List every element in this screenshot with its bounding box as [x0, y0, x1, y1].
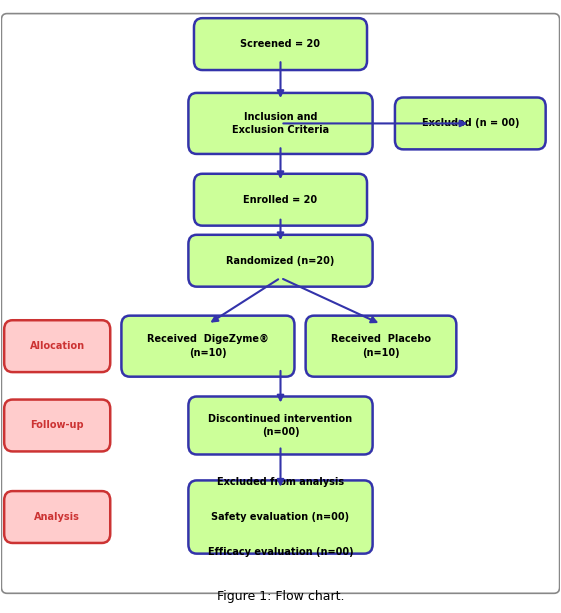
- Text: Enrolled = 20: Enrolled = 20: [243, 195, 318, 205]
- Text: Exclusion Criteria: Exclusion Criteria: [232, 125, 329, 135]
- Text: Excluded (n = 00): Excluded (n = 00): [421, 118, 519, 129]
- Text: Analysis: Analysis: [34, 512, 80, 522]
- FancyBboxPatch shape: [121, 316, 295, 376]
- FancyBboxPatch shape: [4, 400, 111, 451]
- FancyBboxPatch shape: [306, 316, 456, 376]
- Text: Discontinued intervention: Discontinued intervention: [209, 414, 352, 424]
- Text: Follow-up: Follow-up: [30, 421, 84, 430]
- Text: Figure 1: Flow chart.: Figure 1: Flow chart.: [217, 590, 344, 603]
- Text: Received  DigeZyme®: Received DigeZyme®: [147, 334, 269, 345]
- FancyBboxPatch shape: [188, 397, 373, 454]
- FancyBboxPatch shape: [194, 18, 367, 70]
- FancyBboxPatch shape: [395, 97, 546, 150]
- FancyBboxPatch shape: [1, 13, 560, 593]
- FancyBboxPatch shape: [4, 491, 111, 543]
- Text: Received  Placebo: Received Placebo: [331, 334, 431, 345]
- Text: Screened = 20: Screened = 20: [241, 39, 320, 49]
- Text: Randomized (n=20): Randomized (n=20): [226, 256, 335, 265]
- Text: (n=10): (n=10): [362, 348, 400, 358]
- Text: Excluded from analysis: Excluded from analysis: [217, 477, 344, 487]
- Text: (n=00): (n=00): [261, 427, 300, 437]
- Text: Safety evaluation (n=00): Safety evaluation (n=00): [211, 512, 350, 522]
- FancyBboxPatch shape: [188, 481, 373, 554]
- FancyBboxPatch shape: [188, 235, 373, 287]
- FancyBboxPatch shape: [4, 320, 111, 372]
- FancyBboxPatch shape: [194, 173, 367, 226]
- FancyBboxPatch shape: [188, 93, 373, 154]
- Text: Allocation: Allocation: [30, 341, 85, 351]
- Text: (n=10): (n=10): [189, 348, 227, 358]
- Text: Inclusion and: Inclusion and: [243, 112, 318, 121]
- Text: Efficacy evaluation (n=00): Efficacy evaluation (n=00): [208, 547, 353, 557]
